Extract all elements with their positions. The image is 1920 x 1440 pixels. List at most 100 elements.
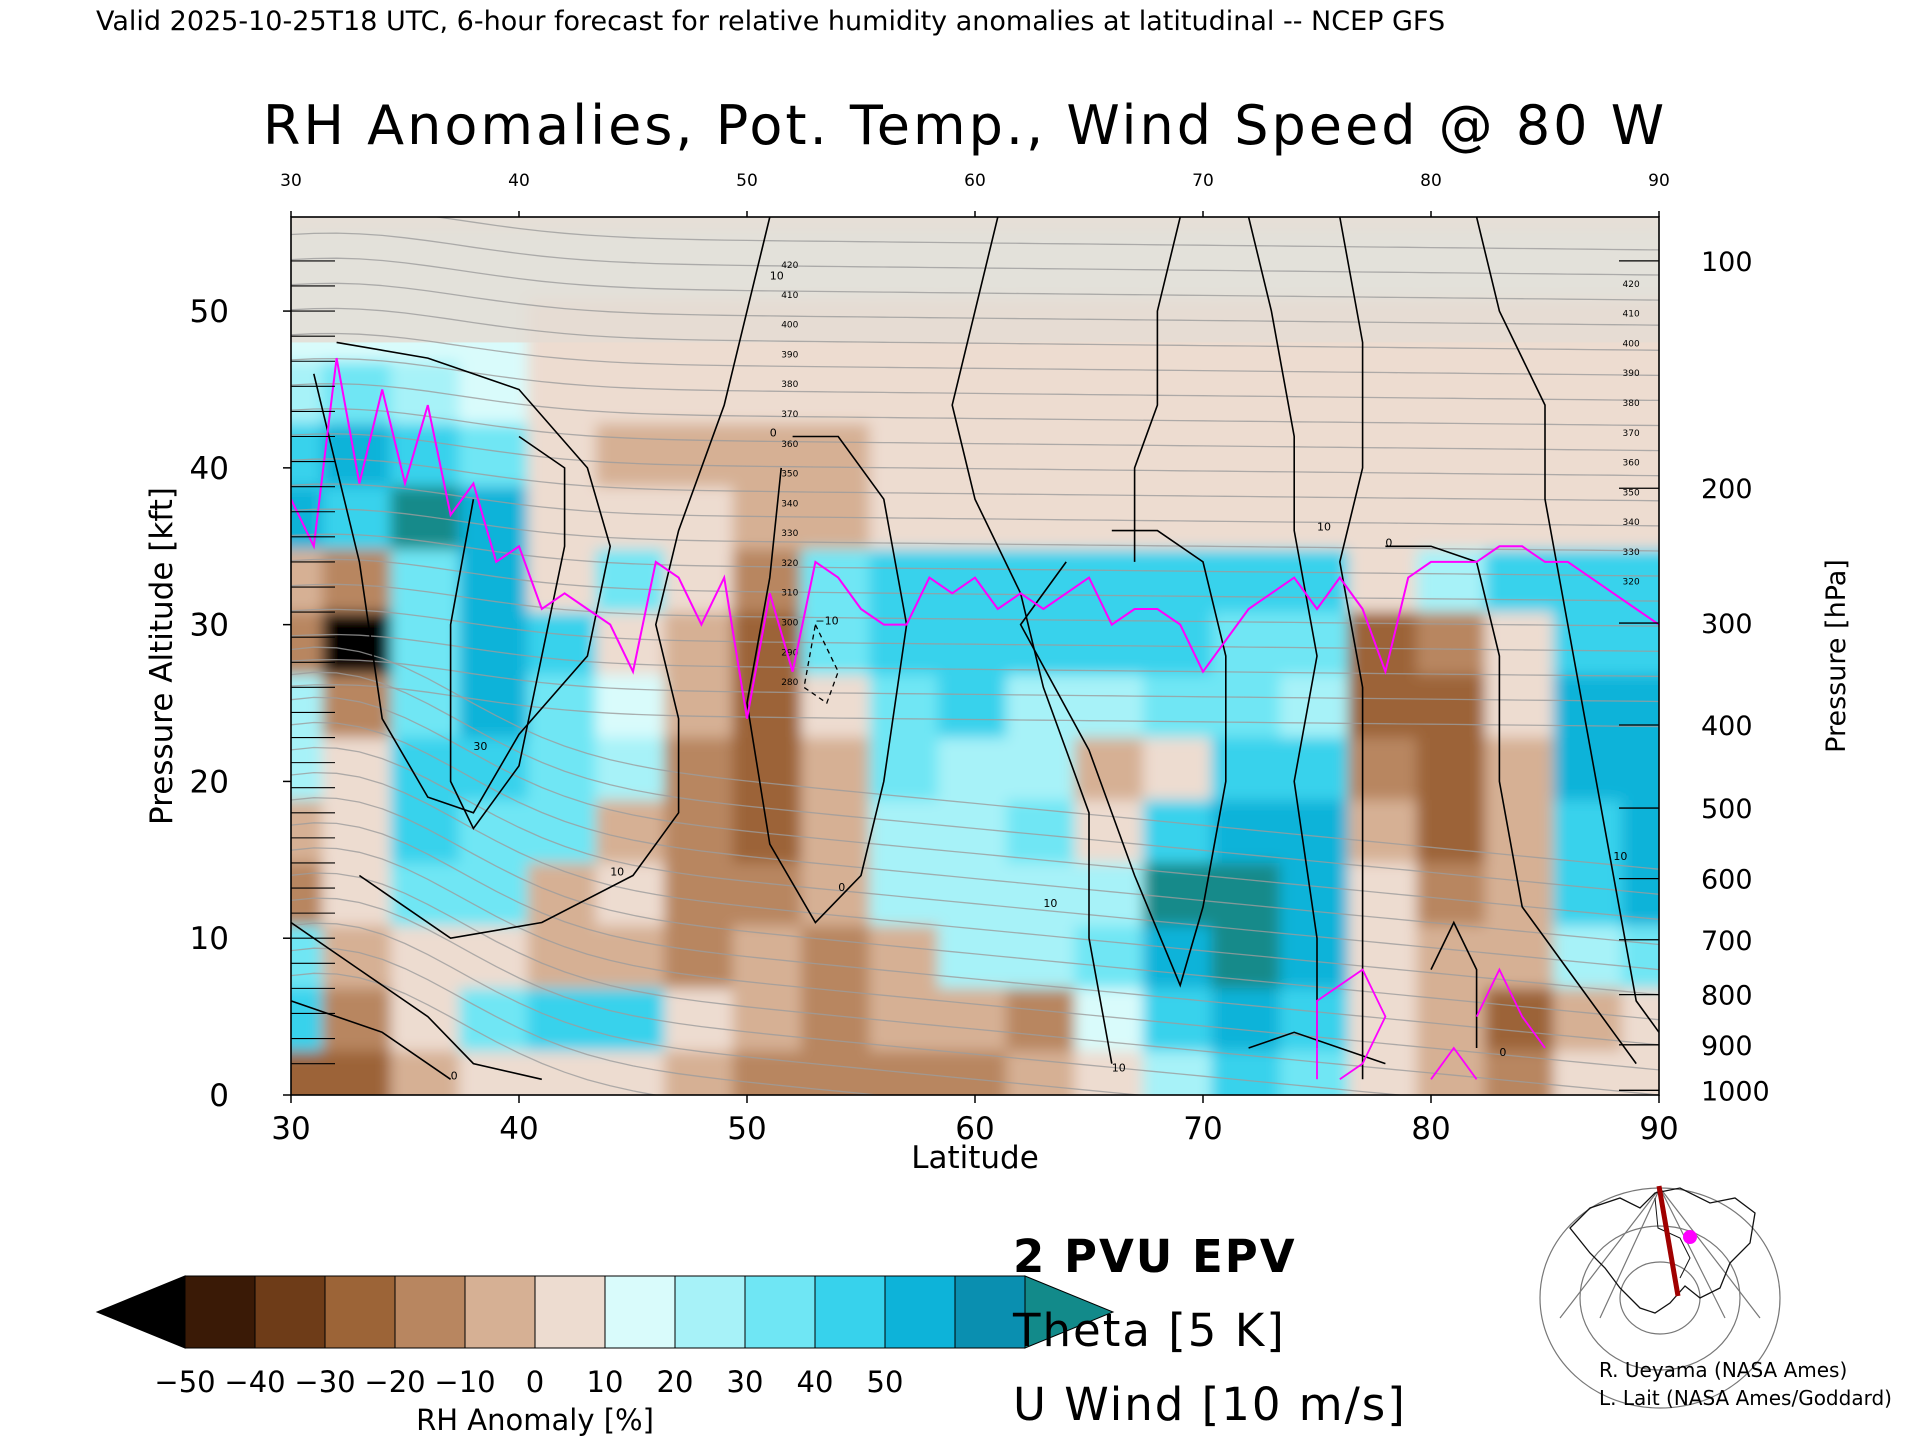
theta-contour-line [291, 684, 1659, 728]
heatmap-cell [459, 355, 534, 424]
colorbar-swatch [324, 1275, 396, 1349]
x-tick-label: 50 [727, 1111, 766, 1147]
heatmap-cell [1006, 480, 1081, 550]
heatmap-cell [1485, 605, 1560, 675]
heatmap-cell [322, 417, 397, 487]
heatmap-cell [1553, 605, 1628, 675]
theta-label-right: 340 [1623, 518, 1640, 528]
heatmap-cell [595, 668, 671, 738]
u-wind-contour-label: 30 [473, 740, 487, 753]
heatmap-cell [527, 982, 602, 1051]
theta-label-right: 330 [1623, 548, 1640, 558]
legend-theta: Theta [5 K] [1012, 1304, 1286, 1357]
heatmap-cell [1621, 480, 1659, 550]
heatmap-cell [322, 480, 397, 550]
theta-contour-line [291, 483, 1659, 527]
credit-1: R. Ueyama (NASA Ames) [1599, 1358, 1847, 1382]
u-wind-contour-line [1430, 920, 1478, 1048]
heatmap-cell [322, 543, 397, 612]
heatmap-cell [664, 731, 739, 801]
heatmap-cell [527, 543, 602, 612]
colorbar-swatch [674, 1275, 746, 1349]
theta-contour-line [291, 633, 1659, 678]
heatmap-cell [1006, 919, 1081, 989]
heatmap-cell [732, 856, 807, 926]
heatmap-cell [1143, 543, 1218, 612]
pressure-tick-label: 100 [1701, 247, 1753, 278]
heatmap-cell [527, 355, 602, 424]
heatmap-cell [664, 417, 739, 487]
heatmap-cell [869, 543, 944, 612]
heatmap-cell [322, 982, 397, 1051]
heatmap-cell [1006, 731, 1081, 801]
theta-contour-line [291, 746, 1659, 971]
heatmap-cell [1006, 668, 1081, 738]
theta-contour-line [291, 332, 1659, 377]
colorbar-under-arrow [95, 1275, 186, 1349]
pv-low-level-line [1475, 967, 1546, 1049]
heatmap-cell [1211, 355, 1286, 424]
y2-axis-label: Pressure [hPa] [1821, 559, 1852, 753]
heatmap-cell [1621, 605, 1659, 675]
heatmap-cell [937, 1044, 1013, 1095]
colorbar-tick-label: −40 [224, 1365, 285, 1399]
heatmap-cell [1211, 668, 1286, 738]
colorbar-swatch [184, 1275, 256, 1349]
theta-label-left: 290 [781, 648, 798, 658]
theta-contour-line [291, 947, 885, 1095]
heatmap-cell [1553, 668, 1628, 738]
heatmap-cell [527, 668, 602, 738]
heatmap-cell [1211, 856, 1286, 926]
heatmap-cell [322, 794, 397, 863]
heatmap-cell [595, 856, 671, 926]
u-wind-contour-label: 0 [770, 427, 777, 440]
theta-label-right: 420 [1623, 280, 1640, 290]
x-tick-label-top: 60 [964, 171, 986, 191]
heatmap-cell [1348, 480, 1423, 550]
heatmap-cell [291, 856, 329, 926]
colorbar-swatch [814, 1275, 886, 1349]
theta-label-right: 410 [1623, 310, 1640, 320]
heatmap-cell [1074, 355, 1149, 424]
heatmap-cell [1348, 731, 1423, 801]
theta-contour-line [291, 307, 1659, 351]
x-tick-label: 60 [955, 1111, 994, 1147]
legend-pv: 2 PVU EPV [1013, 1230, 1297, 1283]
heatmap-cell [291, 919, 329, 989]
heatmap-cell [1074, 480, 1149, 550]
colorbar-swatch [534, 1275, 606, 1349]
heatmap-cell [801, 480, 876, 550]
theta-contour-line [291, 282, 1659, 326]
heatmap-cell [1553, 1044, 1628, 1095]
header-text: Valid 2025-10-25T18 UTC, 6-hour forecast… [96, 6, 1445, 37]
heatmap-cell [1416, 982, 1491, 1051]
pressure-tick-label: 800 [1701, 981, 1753, 1012]
heatmap-cell [390, 417, 465, 487]
colorbar-swatch [884, 1275, 956, 1349]
theta-contour-line [291, 232, 1659, 276]
theta-contour-line [291, 658, 1659, 703]
stratosphere-band [291, 217, 1659, 343]
heatmap-cell [1143, 731, 1218, 801]
heatmap-cell [291, 605, 329, 675]
colorbar: −50 −40 −30 −20 −10 0 10 20 30 40 50 [95, 1275, 1115, 1399]
u-wind-contour-label: 10 [1043, 897, 1057, 910]
u-wind-contour-label: 10 [610, 866, 624, 879]
u-wind-contour-line [449, 435, 566, 831]
heatmap-cell [1553, 731, 1628, 801]
u-wind-negative-contour [803, 622, 839, 705]
heatmap-cell [1553, 355, 1628, 424]
heatmap-cell [801, 355, 876, 424]
heatmap-cell [1211, 417, 1286, 487]
theta-label-left: 390 [781, 350, 798, 360]
heatmap-cell [595, 731, 671, 801]
heatmap-cell [1553, 856, 1628, 926]
colorbar-tick-label: −30 [294, 1365, 355, 1399]
heatmap-cell [1553, 417, 1628, 487]
heatmap-cell [1621, 794, 1659, 863]
u-wind-contour-line [291, 1000, 452, 1080]
theta-label-right: 370 [1623, 429, 1640, 439]
heatmap-cell [1416, 355, 1491, 424]
heatmap-cell [322, 731, 397, 801]
